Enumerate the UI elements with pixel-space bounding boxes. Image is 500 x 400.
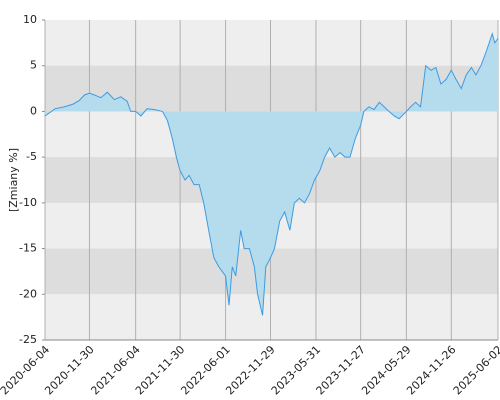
y-tick-label: -25 <box>19 333 37 346</box>
y-axis-label: [Zmiany %] <box>7 148 20 212</box>
line <box>44 31 499 316</box>
y-tick-label: 0 <box>30 104 37 117</box>
y-tick-label: -15 <box>19 242 37 255</box>
x-tick-label: 2025-06-02 <box>451 343 500 397</box>
area <box>45 33 498 316</box>
y-tick-label: -20 <box>19 287 37 300</box>
y-tick-label: 10 <box>23 13 37 26</box>
band <box>45 20 498 66</box>
band <box>45 294 498 340</box>
y-tick-label: -5 <box>26 150 37 163</box>
y-tick-label: -10 <box>19 196 37 209</box>
y-tick-label: 5 <box>30 59 37 72</box>
